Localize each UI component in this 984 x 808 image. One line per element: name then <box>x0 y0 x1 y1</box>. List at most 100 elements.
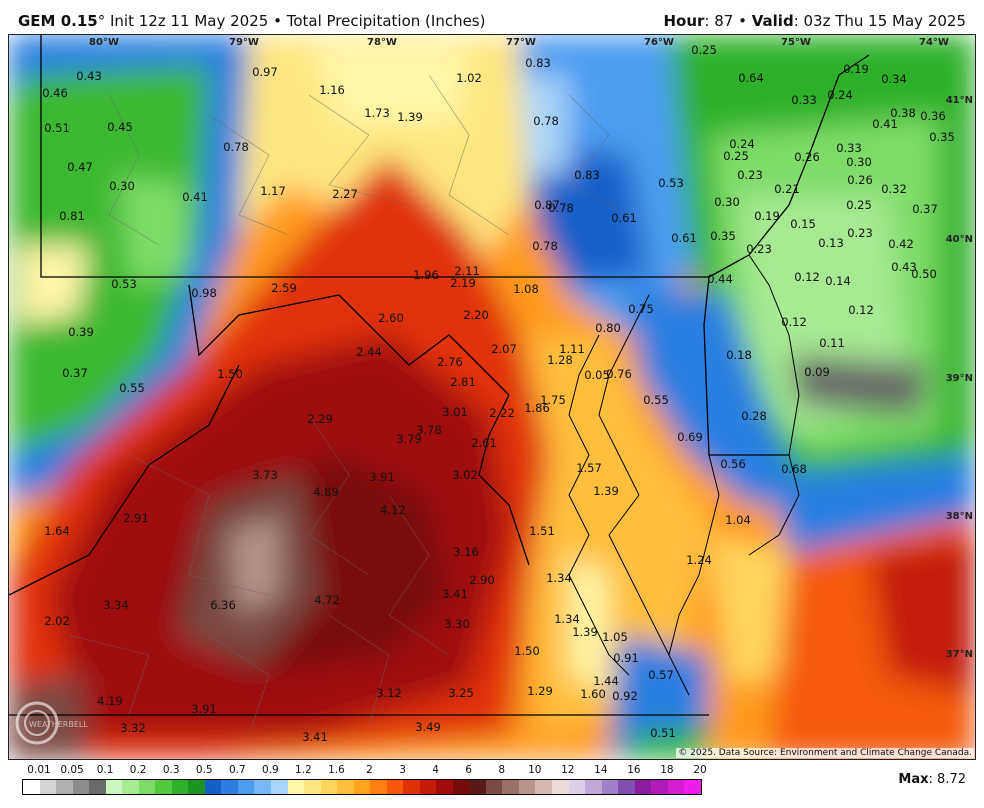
precip-value-label: 0.50 <box>911 267 937 281</box>
legend-label: 12 <box>561 764 575 776</box>
legend-swatch <box>436 780 453 794</box>
precip-value-label: 2.81 <box>450 375 476 389</box>
precip-value-label: 3.30 <box>444 617 470 631</box>
precip-value-label: 0.97 <box>252 65 278 79</box>
precip-value-label: 0.92 <box>612 689 638 703</box>
precip-value-label: 0.35 <box>929 130 955 144</box>
precip-value-label: 0.64 <box>738 71 764 85</box>
legend-label: 16 <box>627 764 641 776</box>
precip-value-label: 0.75 <box>628 302 654 316</box>
precip-value-label: 4.19 <box>97 694 123 708</box>
precip-value-label: 1.57 <box>576 461 602 475</box>
precip-value-label: 0.25 <box>723 149 749 163</box>
precip-value-label: 2.59 <box>271 281 297 295</box>
precip-value-label: 1.34 <box>546 571 572 585</box>
legend: 0.01 0.05 0.1 0.2 0.3 0.5 0.7 0.9 1.2 1.6 2 3 4 6 8 10 1… <box>22 764 707 796</box>
precip-value-label: 3.12 <box>376 686 402 700</box>
precip-value-label: 1.50 <box>514 644 540 658</box>
precip-value-label: 0.05 <box>584 368 610 382</box>
legend-swatch <box>452 780 470 794</box>
precip-value-label: 3.01 <box>442 405 468 419</box>
precip-value-label: 1.11 <box>559 342 585 356</box>
legend-swatch <box>56 780 73 794</box>
legend-label: 10 <box>528 764 542 776</box>
precip-value-label: 0.76 <box>606 367 632 381</box>
precip-value-label: 0.39 <box>68 325 94 339</box>
watermark-text: WEATHERBELL <box>29 720 88 729</box>
precip-value-label: 6.36 <box>210 598 236 612</box>
legend-swatch <box>171 780 189 794</box>
precip-value-label: 0.61 <box>671 231 697 245</box>
precip-value-label: 1.96 <box>413 268 439 282</box>
precip-value-label: 0.47 <box>67 160 93 174</box>
precip-value-label: 1.04 <box>725 513 751 527</box>
lat-label: 39°N <box>946 373 973 384</box>
precip-value-label: 0.19 <box>843 62 869 76</box>
legend-label: 0.3 <box>162 764 180 776</box>
precip-value-label: 0.25 <box>691 43 717 57</box>
precip-value-label: 0.36 <box>920 109 946 123</box>
legend-label: 8 <box>498 764 506 776</box>
legend-swatch <box>72 780 90 794</box>
legend-swatch <box>618 780 635 794</box>
precip-value-label: 0.83 <box>574 168 600 182</box>
legend-label: 0.2 <box>129 764 147 776</box>
legend-label: 0.7 <box>228 764 246 776</box>
legend-swatch <box>287 780 305 794</box>
legend-swatch <box>535 780 552 794</box>
precip-value-label: 2.02 <box>44 614 70 628</box>
precip-value-label: 0.24 <box>827 88 853 102</box>
precip-value-label: 0.69 <box>677 430 703 444</box>
lon-label: 78°W <box>367 37 397 48</box>
legend-label: 1.2 <box>295 764 312 776</box>
precip-value-label: 0.23 <box>847 226 873 240</box>
legend-label: 6 <box>465 764 472 776</box>
legend-swatch <box>651 780 668 794</box>
precip-value-label: 1.39 <box>572 625 598 639</box>
precip-value-label: 1.64 <box>44 524 70 538</box>
hour-value: : 87 <box>704 12 734 30</box>
precip-value-label: 3.91 <box>191 702 217 716</box>
precip-value-label: 3.79 <box>396 432 422 446</box>
legend-swatch <box>634 780 652 794</box>
precip-value-label: 0.61 <box>611 211 637 225</box>
precip-value-label: 0.37 <box>62 366 88 380</box>
precip-value-label: 0.56 <box>720 457 746 471</box>
hour-label: Hour <box>663 12 705 30</box>
precip-value-label: 0.42 <box>888 237 914 251</box>
lat-label: 41°N <box>946 95 973 106</box>
precip-value-label: 2.19 <box>450 276 476 290</box>
lon-label: 77°W <box>506 37 536 48</box>
precip-value-label: 0.35 <box>710 229 736 243</box>
precip-value-label: 0.12 <box>794 270 820 284</box>
legend-swatch <box>105 780 123 794</box>
coastline <box>568 254 800 696</box>
precip-value-label: 2.91 <box>123 511 149 525</box>
precip-values: 0.43 0.46 0.51 0.45 0.47 0.30 0.41 0.81 0.78 0.97… <box>42 43 955 744</box>
precip-value-label: 0.38 <box>890 106 916 120</box>
legend-swatch <box>237 780 255 794</box>
legend-label: 2 <box>366 764 373 776</box>
precip-value-label: 0.83 <box>525 56 551 70</box>
header-title: GEM 0.15° Init 12z 11 May 2025 • Total P… <box>18 12 485 30</box>
precip-value-label: 0.32 <box>881 182 907 196</box>
precip-value-label: 0.55 <box>643 393 669 407</box>
precip-value-label: 0.19 <box>754 209 780 223</box>
lon-label: 79°W <box>229 37 259 48</box>
legend-swatch <box>337 780 354 794</box>
precip-value-label: 0.43 <box>76 69 102 83</box>
precip-value-label: 0.25 <box>846 198 872 212</box>
legend-swatch <box>304 780 321 794</box>
lat-label: 40°N <box>946 234 973 245</box>
precip-value-label: 0.15 <box>790 217 816 231</box>
precip-value-label: 1.51 <box>529 524 555 538</box>
precip-value-label: 3.41 <box>442 587 468 601</box>
degree-mark: ° <box>97 12 106 30</box>
precip-value-label: 0.11 <box>819 336 845 350</box>
legend-label: 0.9 <box>261 764 279 776</box>
state-boundaries <box>9 35 870 716</box>
precip-value-label: 1.17 <box>260 184 286 198</box>
precip-value-label: 0.53 <box>111 277 137 291</box>
precip-value-label: 0.55 <box>119 381 145 395</box>
precip-value-label: 3.41 <box>302 730 328 744</box>
